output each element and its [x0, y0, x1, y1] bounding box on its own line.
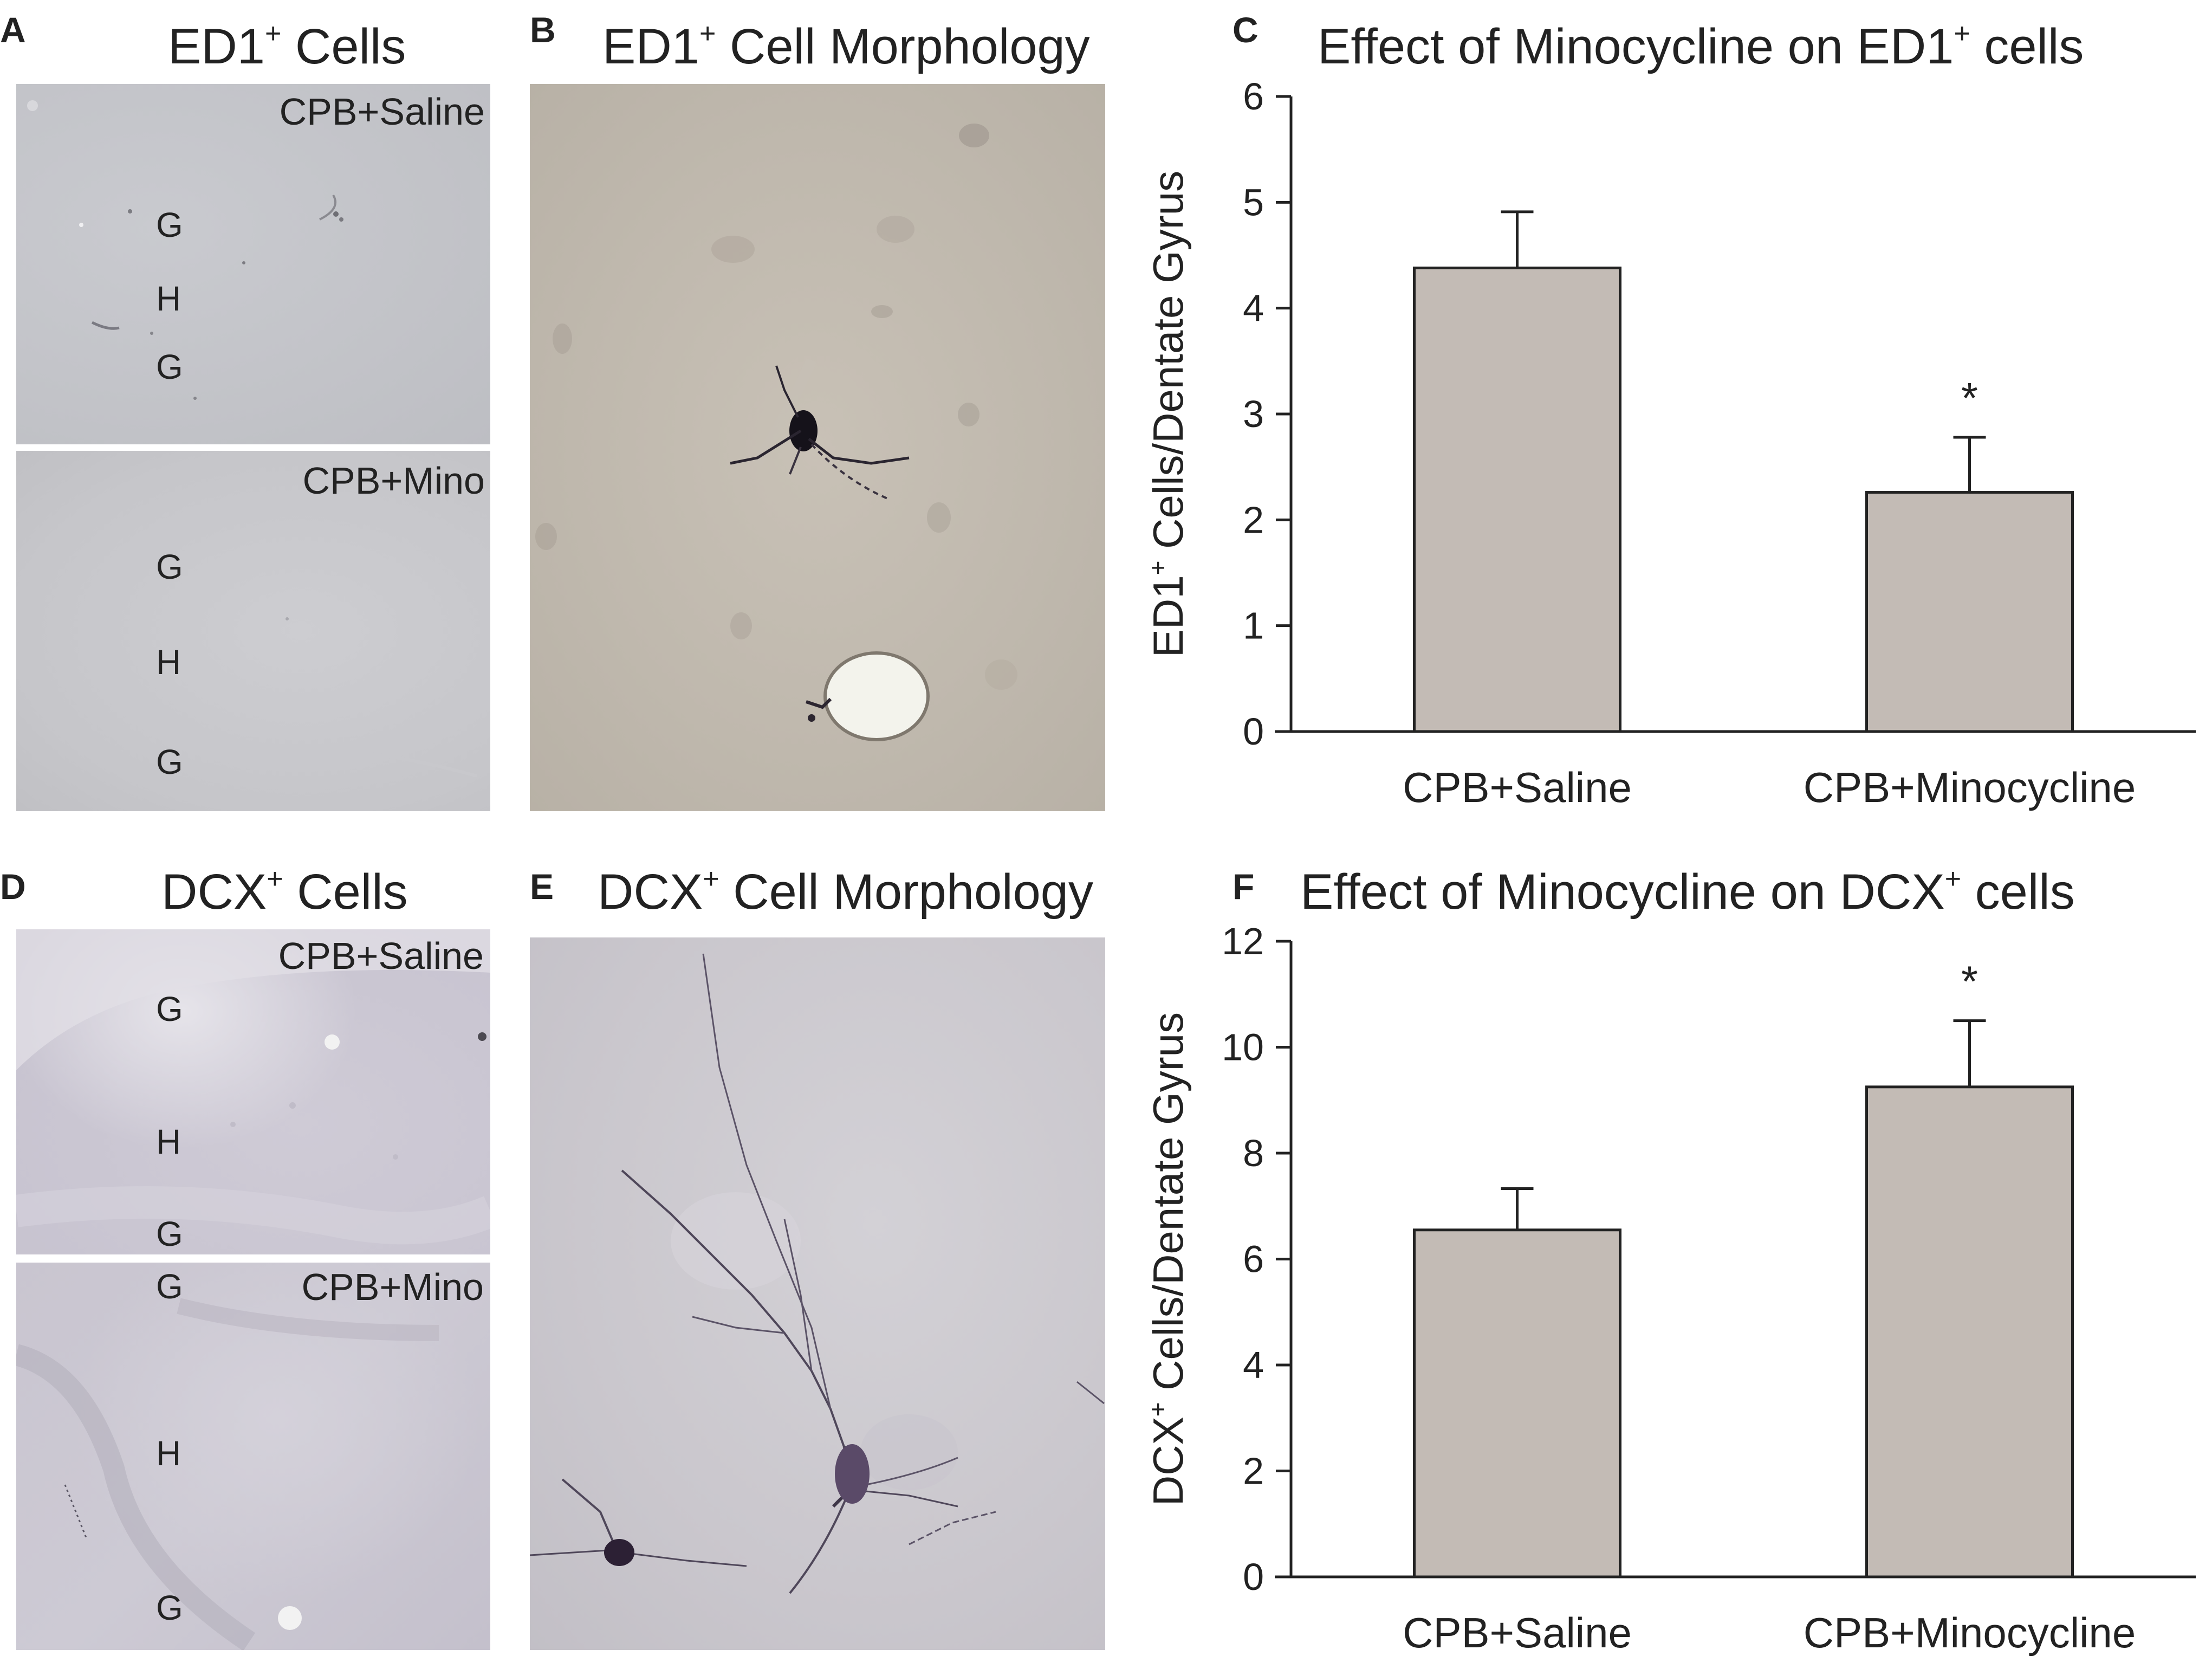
chart-c-significance-marker-2: *: [1961, 374, 1978, 422]
panel-f-title-rest: cells: [1961, 864, 2075, 920]
chart-c-y-tick-label: 2: [1243, 499, 1264, 541]
ed1-cell-drawing: [535, 124, 1017, 741]
panel-letter-f: F: [1233, 866, 1255, 907]
panel-a-title: ED1+ Cells: [168, 19, 406, 74]
chart-f-significance-marker-2: *: [1961, 958, 1978, 1006]
chart-c-bar-2: [1865, 491, 2074, 733]
ed1-saline-specks: [27, 100, 343, 400]
chart-f-y-tick-label: 4: [1243, 1344, 1264, 1386]
panel-e-title: DCX+ Cell Morphology: [598, 864, 1093, 920]
panel-letter-e: E: [530, 866, 554, 907]
chart-f-y-tick-label: 2: [1243, 1450, 1264, 1492]
panel-b-title-rest: Cell Morphology: [716, 19, 1090, 74]
panel-letter-d: D: [0, 866, 26, 907]
panel-e-title-sup: +: [703, 863, 719, 895]
panel-letter-a: A: [0, 10, 26, 50]
ed1-mino-condition-label: CPB+Mino: [302, 460, 485, 502]
chart-f-y-tick-label: 10: [1222, 1026, 1264, 1069]
chart-c-y-tick-label: 3: [1243, 393, 1264, 435]
panel-d-title-rest: Cells: [283, 864, 408, 920]
chart-f-y-axis-label: DCX+ Cells/Dentate Gyrus: [1144, 1012, 1192, 1506]
panel-c-title-rest: cells: [1970, 19, 2084, 74]
dcx-saline-region-label-2: H: [156, 1122, 181, 1161]
panel-c-title: Effect of Minocycline on ED1+ cells: [1318, 19, 2084, 74]
chart-c-y-tick-label: 4: [1243, 287, 1264, 329]
dcx-mino-condition-label: CPB+Mino: [301, 1266, 484, 1308]
dcx-saline-texture: [16, 929, 490, 1245]
panel-f-title-sup: +: [1944, 863, 1962, 895]
dcx-cell-morphology-micrograph: [530, 937, 1105, 1650]
chart-f-category-label-2: CPB+Minocycline: [1804, 1609, 2136, 1657]
panel-a-title-rest: Cells: [281, 19, 406, 74]
panel-b-title: ED1+ Cell Morphology: [602, 19, 1090, 74]
ed1-mino-region-label-3: G: [156, 742, 183, 781]
panel-c-title-sup: +: [1954, 18, 1970, 50]
panel-e-title-main: DCX: [598, 864, 703, 920]
panel-f-title-main: Effect of Minocycline on DCX: [1300, 864, 1945, 920]
panel-d-title-sup: +: [267, 863, 283, 895]
chart-c-bar-1: [1413, 266, 1621, 733]
dcx-mino-texture: [16, 1298, 439, 1650]
chart-c-y-axis-label: ED1+ Cells/Dentate Gyrus: [1144, 171, 1192, 657]
panel-f-title: Effect of Minocycline on DCX+ cells: [1300, 864, 2075, 920]
dcx-saline-condition-label: CPB+Saline: [278, 935, 484, 977]
chart-c-y-tick-label: 1: [1243, 605, 1264, 647]
chart-c-y-tick-label: 0: [1243, 710, 1264, 753]
ed1-mino-region-label-1: G: [156, 547, 183, 586]
chart-c-y-tick-label: 6: [1243, 75, 1264, 118]
dcx-mino-region-label-1: G: [156, 1267, 183, 1306]
panel-a-title-sup: +: [264, 18, 282, 50]
chart-f-bar-1: [1413, 1228, 1621, 1579]
ed1-mino-specks: [243, 617, 477, 778]
panel-letter-c: C: [1233, 10, 1259, 50]
panel-e-title-rest: Cell Morphology: [719, 864, 1093, 920]
ed1-saline-region-label-1: G: [156, 205, 183, 244]
chart-c-category-label-1: CPB+Saline: [1403, 764, 1632, 811]
chart-f-y-tick-label: 0: [1243, 1556, 1264, 1598]
dcx-saline-region-label-3: G: [156, 1214, 183, 1253]
ed1-mino-micrograph: CPB+Mino G H G: [16, 451, 490, 811]
panel-c-title-main: Effect of Minocycline on ED1: [1318, 19, 1954, 74]
panel-d-title-main: DCX: [161, 864, 267, 920]
chart-c-category-label-2: CPB+Minocycline: [1804, 764, 2136, 811]
chart-f-y-tick-label: 12: [1222, 920, 1264, 962]
chart-c-y-tick-label: 5: [1243, 181, 1264, 223]
chart-f-y-tick-label: 6: [1243, 1238, 1264, 1280]
panel-d-title: DCX+ Cells: [161, 864, 408, 920]
dcx-mino-region-label-2: H: [156, 1434, 181, 1473]
ed1-saline-region-label-2: H: [156, 279, 181, 318]
ed1-cell-morphology-micrograph: [530, 84, 1105, 811]
ed1-saline-micrograph: CPB+Saline G H G: [16, 84, 490, 444]
panel-letter-b: B: [530, 10, 556, 50]
dcx-mino-micrograph: CPB+Mino G H G: [16, 1263, 490, 1650]
panel-b-title-sup: +: [699, 18, 716, 50]
chart-f-bar-2: [1865, 1085, 2074, 1579]
ed1-mino-region-label-2: H: [156, 643, 181, 682]
dcx-neuron-drawing: [530, 953, 1105, 1594]
panel-a-title-main: ED1: [168, 19, 265, 74]
dcx-mino-region-label-3: G: [156, 1588, 183, 1627]
chart-f-y-tick-label: 8: [1243, 1132, 1264, 1174]
chart-f-category-label-1: CPB+Saline: [1403, 1609, 1632, 1657]
ed1-saline-region-label-3: G: [156, 347, 183, 386]
dcx-saline-micrograph: CPB+Saline G H G: [16, 929, 490, 1254]
dcx-saline-region-label-1: G: [156, 989, 183, 1028]
ed1-saline-condition-label: CPB+Saline: [279, 90, 485, 133]
panel-b-title-main: ED1: [602, 19, 699, 74]
